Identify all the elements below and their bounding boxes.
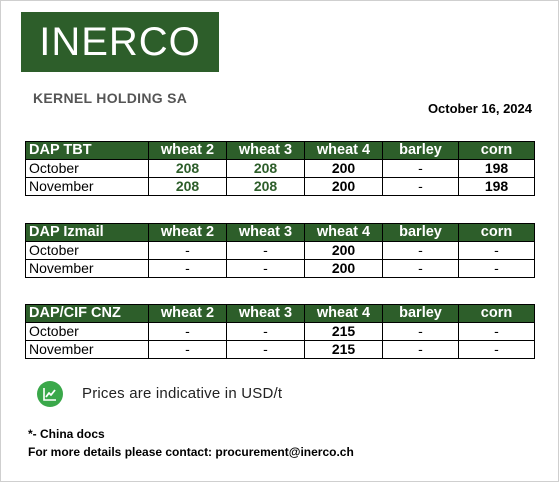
table-title: DAP TBT <box>25 141 149 160</box>
price-cell: - <box>148 259 227 278</box>
price-cell: 208 <box>148 177 227 196</box>
month-label: November <box>25 259 149 278</box>
table-header-row: DAP TBT wheat 2 wheat 3 wheat 4 barley c… <box>25 141 535 160</box>
price-cell: - <box>226 322 305 341</box>
column-header: barley <box>382 304 459 323</box>
price-cell: 200 <box>304 241 383 260</box>
price-cell: - <box>226 259 305 278</box>
table-row: November 208 208 200 - 198 <box>25 177 535 196</box>
column-header: wheat 2 <box>148 304 227 323</box>
report-date: October 16, 2024 <box>427 101 532 116</box>
table-row: October - - 200 - - <box>25 241 535 260</box>
trend-chart-icon <box>37 381 63 407</box>
price-cell: - <box>382 159 459 178</box>
price-cell: - <box>382 259 459 278</box>
table-header-row: DAP/CIF CNZ wheat 2 wheat 3 wheat 4 barl… <box>25 304 535 323</box>
price-cell: 200 <box>304 259 383 278</box>
logo-text: INERCO <box>39 20 201 64</box>
column-header: wheat 3 <box>226 141 305 160</box>
price-cell: - <box>226 241 305 260</box>
price-cell: 215 <box>304 322 383 341</box>
inerco-logo: INERCO <box>21 12 219 72</box>
table-row: November - - 215 - - <box>25 340 535 359</box>
table-row: October 208 208 200 - 198 <box>25 159 535 178</box>
price-cell: - <box>458 340 535 359</box>
column-header: wheat 2 <box>148 223 227 242</box>
price-cell: 198 <box>458 177 535 196</box>
company-name: KERNEL HOLDING SA <box>33 90 188 106</box>
price-cell: - <box>148 241 227 260</box>
trend-chart-icon-glyph <box>43 388 56 401</box>
column-header: barley <box>382 223 459 242</box>
price-cell: 200 <box>304 159 383 178</box>
price-cell: 208 <box>226 159 305 178</box>
column-header: wheat 4 <box>304 304 383 323</box>
price-cell: - <box>458 241 535 260</box>
price-cell: - <box>226 340 305 359</box>
price-cell: 198 <box>458 159 535 178</box>
month-label: October <box>25 241 149 260</box>
price-cell: - <box>148 340 227 359</box>
month-label: November <box>25 340 149 359</box>
price-cell: - <box>458 259 535 278</box>
price-table-dap-izmail: DAP Izmail wheat 2 wheat 3 wheat 4 barle… <box>25 223 535 278</box>
column-header: corn <box>458 223 535 242</box>
price-table-dap-cif-cnz: DAP/CIF CNZ wheat 2 wheat 3 wheat 4 barl… <box>25 304 535 359</box>
table-row: November - - 200 - - <box>25 259 535 278</box>
price-note: Prices are indicative in USD/t <box>82 385 283 402</box>
price-table-dap-tbt: DAP TBT wheat 2 wheat 3 wheat 4 barley c… <box>25 141 535 196</box>
month-label: November <box>25 177 149 196</box>
table-row: October - - 215 - - <box>25 322 535 341</box>
price-cell: - <box>148 322 227 341</box>
contact-line: For more details please contact: procure… <box>28 445 354 459</box>
price-cell: - <box>382 340 459 359</box>
column-header: wheat 3 <box>226 223 305 242</box>
column-header: corn <box>458 141 535 160</box>
table-header-row: DAP Izmail wheat 2 wheat 3 wheat 4 barle… <box>25 223 535 242</box>
column-header: wheat 3 <box>226 304 305 323</box>
month-label: October <box>25 322 149 341</box>
price-cell: 215 <box>304 340 383 359</box>
price-cell: 208 <box>226 177 305 196</box>
price-cell: - <box>458 322 535 341</box>
price-cell: 200 <box>304 177 383 196</box>
price-cell: - <box>382 322 459 341</box>
column-header: wheat 2 <box>148 141 227 160</box>
column-header: corn <box>458 304 535 323</box>
table-title: DAP Izmail <box>25 223 149 242</box>
column-header: barley <box>382 141 459 160</box>
month-label: October <box>25 159 149 178</box>
table-title: DAP/CIF CNZ <box>25 304 149 323</box>
column-header: wheat 4 <box>304 223 383 242</box>
price-cell: 208 <box>148 159 227 178</box>
price-cell: - <box>382 177 459 196</box>
column-header: wheat 4 <box>304 141 383 160</box>
price-cell: - <box>382 241 459 260</box>
footnote-china-docs: *- China docs <box>28 427 105 441</box>
